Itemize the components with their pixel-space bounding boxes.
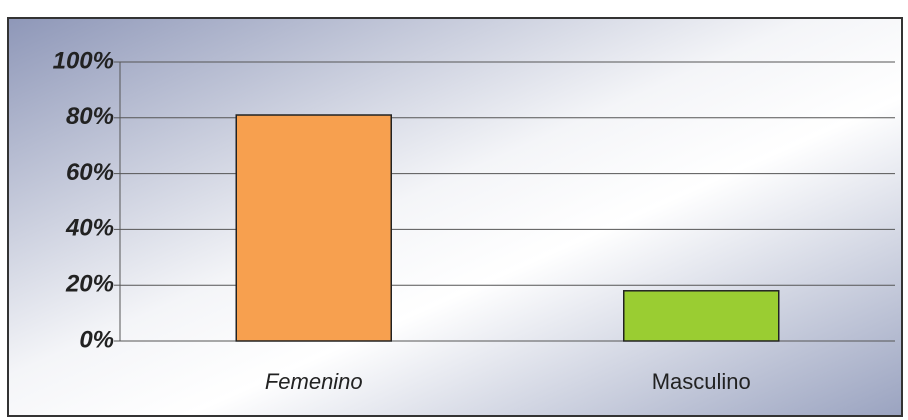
- x-tick-label: Masculino: [652, 369, 751, 394]
- y-tick-label: 40%: [65, 215, 114, 242]
- bar: [235, 114, 392, 342]
- chart-frame: [7, 17, 903, 417]
- x-tick-label: Femenino: [265, 369, 363, 394]
- bar: [623, 290, 780, 342]
- y-tick-label: 100%: [53, 47, 114, 74]
- y-tick-label: 60%: [66, 159, 114, 186]
- y-tick-label: 80%: [66, 103, 114, 130]
- y-tick-label: 0%: [79, 326, 114, 353]
- y-tick-label: 20%: [65, 271, 114, 298]
